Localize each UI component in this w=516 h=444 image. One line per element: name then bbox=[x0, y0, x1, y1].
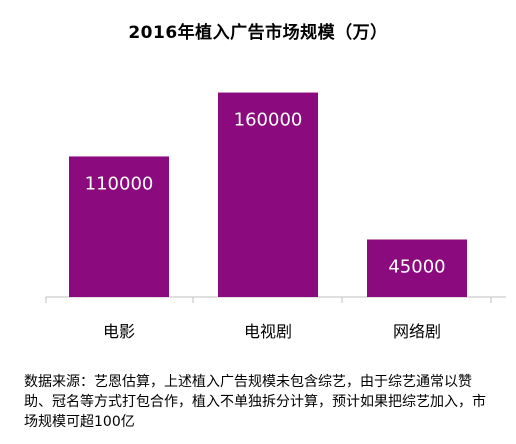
bar-3 bbox=[367, 239, 467, 297]
category-label: 电影 bbox=[103, 322, 135, 341]
bar-2 bbox=[218, 92, 318, 297]
data-label: 110000 bbox=[85, 173, 154, 194]
data-label: 45000 bbox=[388, 257, 445, 278]
category-label: 电视剧 bbox=[244, 322, 292, 341]
data-label: 160000 bbox=[234, 110, 303, 131]
watermark-text: 关于进一步加强广播电视广告播出管理的通知》对影视剧插播广告的次数和时长做的限制。 bbox=[320, 114, 463, 178]
category-label: 网络剧 bbox=[393, 322, 441, 341]
bar-1 bbox=[69, 156, 169, 297]
data-source-note: 数据来源：艺恩估算，上述植入广告规模未包含综艺，由于综艺通常以赞助、冠名等方式打… bbox=[24, 374, 486, 430]
chart-title: 2016年植入广告市场规模（万） bbox=[128, 23, 388, 43]
